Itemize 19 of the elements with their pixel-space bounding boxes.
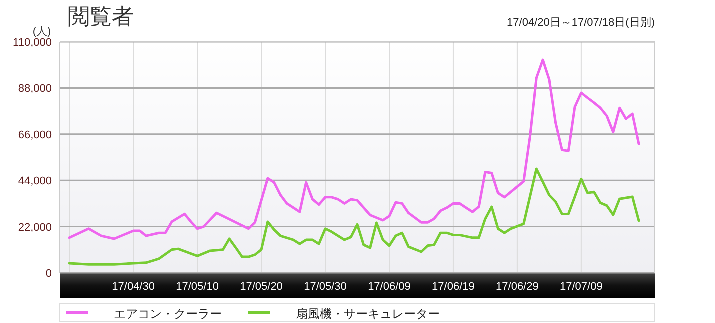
y-tick-label: 110,000 [13, 37, 52, 49]
y-tick-label: 44,000 [18, 176, 52, 188]
x-tick-label: 17/05/30 [304, 281, 347, 293]
x-tick-label: 17/06/29 [496, 281, 539, 293]
y-tick-label: 88,000 [18, 83, 52, 96]
x-tick-label: 17/07/09 [560, 281, 603, 293]
x-tick-label: 17/05/20 [240, 281, 283, 293]
chart-title: 閲覧者 [68, 4, 134, 29]
x-tick-label: 17/05/10 [176, 281, 219, 293]
chart-subtitle: 17/04/20日～17/07/18日(日別) [507, 17, 655, 29]
x-tick-label: 17/06/19 [432, 281, 475, 293]
y-axis-title: (人) [32, 26, 52, 38]
y-tick-label: 0 [46, 268, 52, 280]
y-tick-label: 66,000 [18, 129, 52, 142]
legend-label: 扇風機・サーキュレーター [296, 307, 440, 321]
x-tick-label: 17/06/09 [368, 281, 411, 293]
x-tick-label: 17/04/30 [112, 281, 155, 293]
y-tick-label: 22,000 [18, 222, 52, 234]
legend-label: エアコン・クーラー [114, 307, 222, 321]
